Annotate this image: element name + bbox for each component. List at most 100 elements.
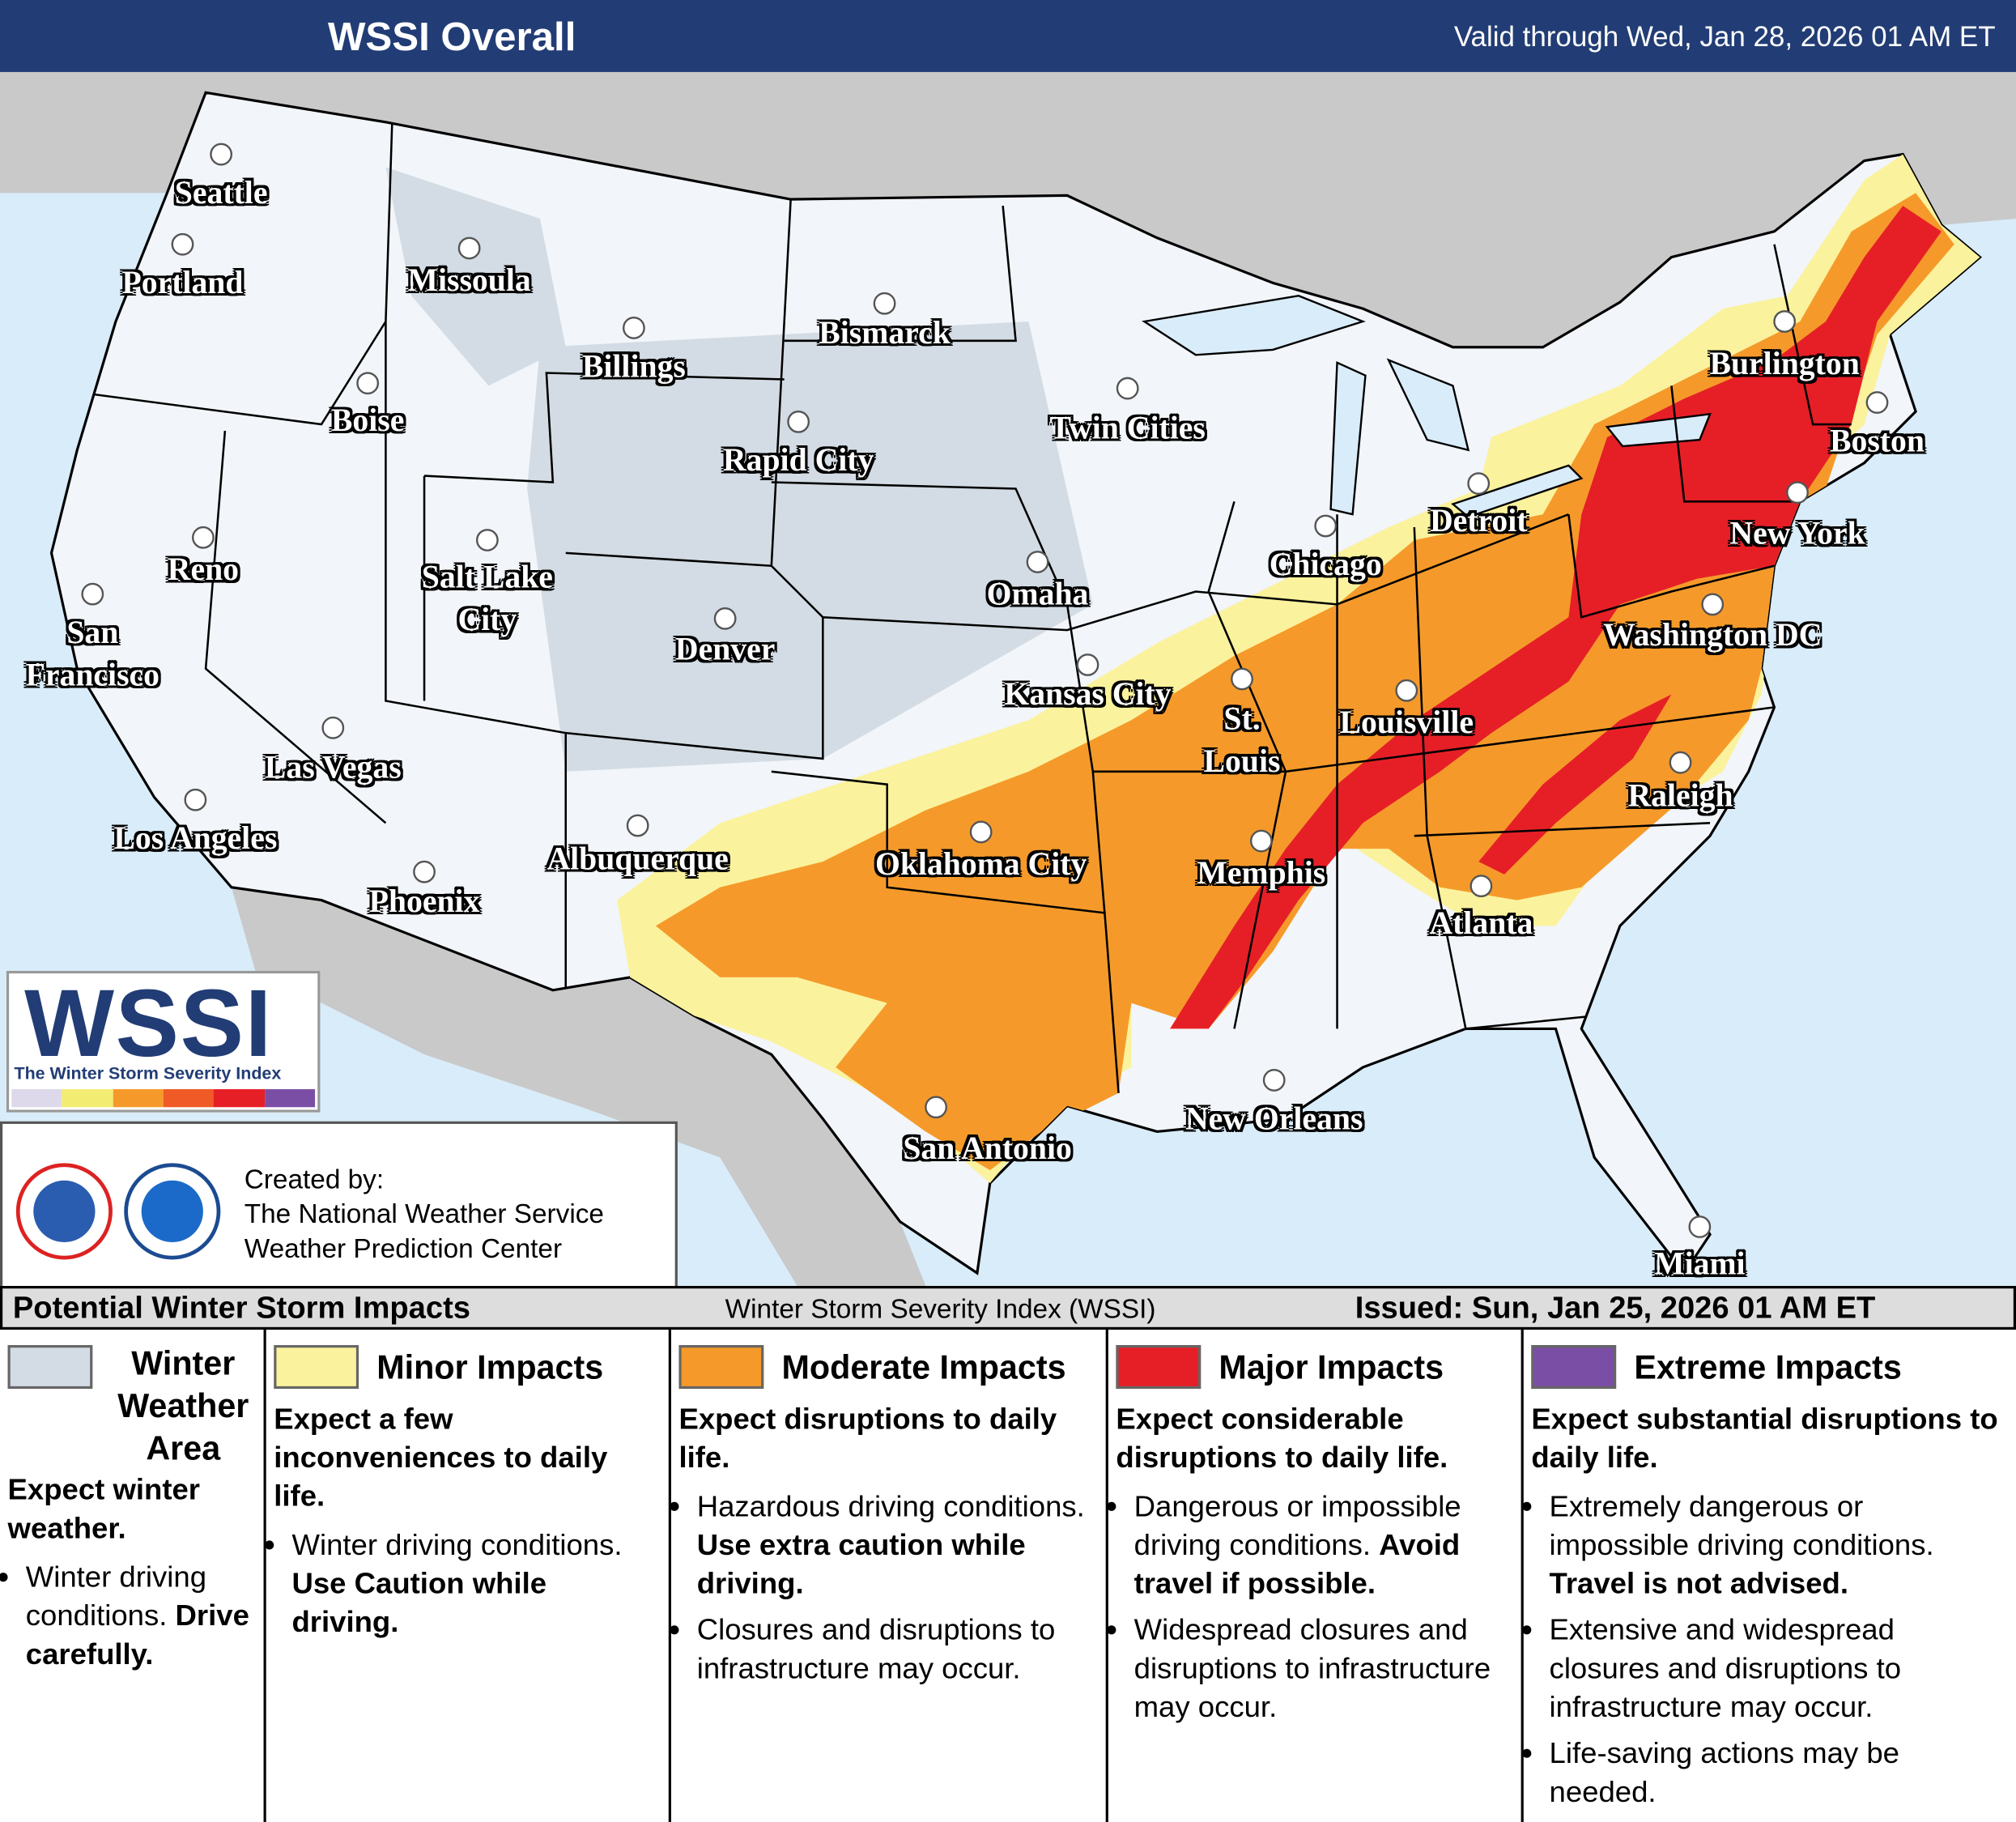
mexico [231, 887, 926, 1287]
city-dot [713, 607, 737, 630]
noaa-logo-inner [141, 1180, 203, 1243]
logo-acronym: WSSI [24, 969, 273, 1077]
state-line [77, 121, 393, 426]
city-dots [81, 143, 1889, 1238]
state-line [565, 551, 772, 567]
city-dot [622, 317, 645, 339]
city-label: Chicago [1269, 547, 1382, 583]
bullet-text: Dangerous or impossible driving conditio… [1133, 1488, 1461, 1561]
city-dot [210, 143, 233, 166]
state-line [1670, 385, 1801, 503]
city-label: Atlanta [1429, 906, 1533, 942]
credits-box: Created by: The National Weather Service… [0, 1121, 678, 1289]
legend-column: Major Impacts Expect considerable disrupt… [1108, 1330, 1524, 1822]
legend-bullets: Winter driving conditions. Drive careful… [8, 1557, 256, 1673]
logo-color-bar [11, 1089, 316, 1108]
legend-swatch [1531, 1345, 1617, 1390]
logo-color [264, 1089, 316, 1108]
legend-swatch [678, 1345, 764, 1390]
city-dot [1314, 514, 1338, 538]
city-dot [1865, 391, 1889, 414]
legend-heading: Minor Impacts [274, 1345, 661, 1390]
city-label: New Orleans [1185, 1101, 1363, 1137]
agency-logos [15, 1163, 221, 1260]
city-dot [626, 814, 649, 837]
legend-swatch [7, 1345, 93, 1390]
city-label: Louisville [1339, 705, 1474, 741]
city-label: New York [1729, 517, 1865, 552]
city-dot [925, 1096, 947, 1119]
legend-title: Potential Winter Storm Impacts [12, 1291, 470, 1326]
state-line [204, 430, 387, 824]
legend-summary: Expect considerable disruptions to daily… [1116, 1401, 1448, 1474]
legend-summary: Expect winter weather. [7, 1472, 201, 1545]
legend-bullet: Dangerous or impossible driving conditio… [1134, 1487, 1513, 1603]
city-label: Kansas City [1004, 677, 1172, 713]
logo-color [62, 1089, 113, 1108]
city-dot [475, 529, 499, 551]
winter-weather-area [385, 167, 566, 386]
credits-text: Created by: The National Weather Service… [245, 1163, 604, 1267]
legend-column: Extreme Impacts Expect substantial disrup… [1524, 1330, 2016, 1822]
logo-color [214, 1089, 265, 1108]
bullet-text: Widespread closures and disruptions to i… [1133, 1612, 1491, 1723]
city-label: Salt Lake City [421, 560, 553, 638]
city-label: Los Angeles [113, 821, 278, 857]
header-valid: Valid through Wed, Jan 28, 2026 01 AM ET [1453, 20, 1996, 53]
bullet-text: Extensive and widespread closures and di… [1549, 1612, 1902, 1723]
legend-bullet: Life-saving actions may be needed. [1550, 1734, 2009, 1811]
city-label: Boise [330, 403, 405, 439]
legend-heading: Moderate Impacts [678, 1345, 1098, 1390]
city-label: Phoenix [368, 884, 480, 920]
city-label: Missoula [407, 263, 531, 299]
state-line [771, 481, 1120, 1093]
legend-summary: Expect substantial disruptions to daily … [1531, 1401, 1998, 1474]
city-label: Burlington [1709, 347, 1860, 382]
legend-heading: Extreme Impacts [1531, 1345, 2008, 1390]
city-dot [1669, 751, 1692, 774]
legend-bullet: Hazardous driving conditions. Use extra … [697, 1487, 1098, 1603]
city-label: Miami [1654, 1247, 1746, 1283]
city-dot [1262, 1069, 1286, 1092]
city-dot [321, 716, 345, 739]
legend-bullets: Winter driving conditions. Use Caution w… [274, 1525, 661, 1641]
city-dot [787, 410, 810, 433]
state-line [1567, 514, 1775, 619]
lake [1451, 464, 1584, 518]
city-dot [457, 236, 481, 260]
credits-line: The National Weather Service [244, 1199, 604, 1230]
city-label: Las Vegas [264, 751, 402, 786]
city-label: Memphis [1197, 856, 1326, 892]
bullet-emphasis: Drive carefully. [25, 1598, 249, 1671]
city-label: San Francisco [25, 615, 160, 693]
city-dot [171, 232, 194, 256]
city-dot [1116, 377, 1139, 400]
city-label: Bismarck [819, 316, 951, 351]
bullet-emphasis: Use Caution while driving. [291, 1566, 547, 1639]
city-dot [1773, 310, 1797, 333]
city-dot [1688, 1215, 1712, 1238]
credits-line: Weather Prediction Center [244, 1234, 563, 1265]
legend-summary: Expect disruptions to daily life. [678, 1401, 1057, 1474]
legend-header: Potential Winter Storm Impacts Winter St… [0, 1286, 2016, 1330]
city-dot [1786, 481, 1809, 504]
city-label: St. Louis [1203, 702, 1281, 780]
great-lakes [1142, 295, 1712, 518]
lake [1142, 295, 1366, 356]
legend-swatch [1116, 1345, 1202, 1390]
city-dot [1249, 829, 1273, 853]
state-line [385, 321, 567, 990]
bullet-text: Winter driving conditions. [25, 1560, 207, 1633]
header-title: WSSI Overall [327, 14, 576, 60]
state-line [823, 513, 1569, 632]
legend-name: Moderate Impacts [781, 1347, 1066, 1386]
city-label: Oklahoma City [874, 847, 1087, 883]
winter-weather-area [527, 321, 1093, 772]
city-label: Albuquerque [547, 842, 729, 878]
logo-color [113, 1089, 164, 1108]
bullet-text: Winter driving conditions. [291, 1527, 623, 1561]
legend-column: Minor Impacts Expect a few inconveniences… [266, 1330, 671, 1822]
bullet-emphasis: Use extra caution while driving. [696, 1527, 1026, 1600]
city-label: Omaha [986, 577, 1089, 612]
